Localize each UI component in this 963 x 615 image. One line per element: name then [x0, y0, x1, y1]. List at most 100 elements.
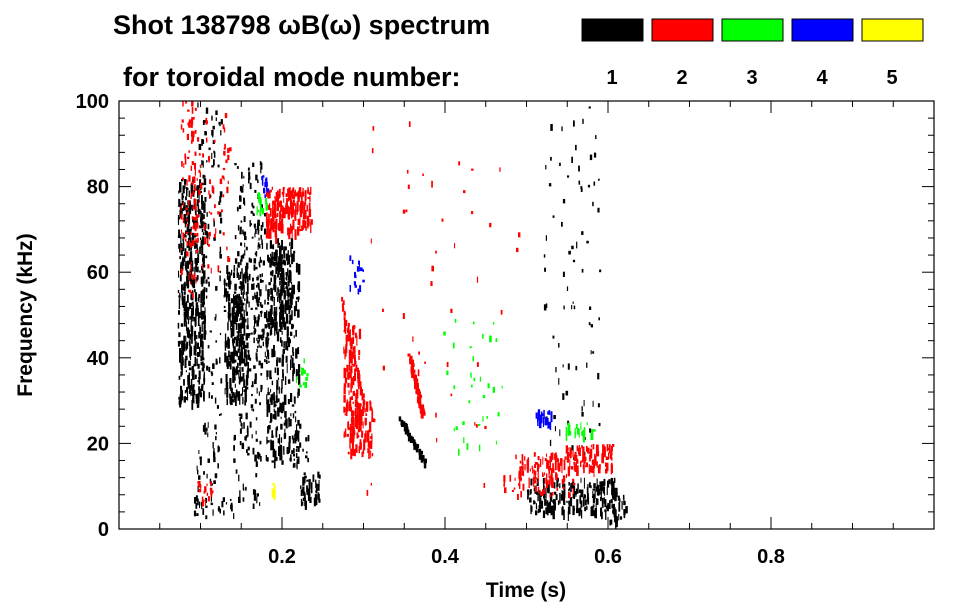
mode-1-speck [239, 490, 241, 498]
mode-2-speck [356, 406, 359, 417]
mode-2-speck [562, 486, 565, 490]
mode-4-speck [265, 187, 268, 191]
mode-1-speck [210, 502, 213, 506]
mode-2-speck [610, 464, 612, 475]
mode-1-speck [261, 338, 264, 341]
mode-2-speck [518, 232, 521, 238]
mode-1-speck [569, 487, 571, 491]
mode-2-speck [350, 448, 353, 460]
mode-1-speck [214, 316, 217, 321]
mode-1-speck [189, 345, 192, 354]
mode-1-speck [230, 320, 233, 327]
mode-2-speck [194, 206, 197, 211]
mode-1-speck [243, 487, 245, 491]
mode-2-speck [569, 459, 571, 469]
mode-3-speck [578, 429, 580, 438]
mode-1-chirp-point [420, 450, 423, 455]
mode-2-speck [355, 393, 358, 403]
mode-2-chirp-point [357, 372, 359, 379]
mode-2-speck [193, 185, 195, 189]
mode-2-speck [441, 218, 444, 222]
mode-1-speck [266, 407, 269, 417]
mode-2-speck [276, 203, 279, 212]
mode-1-speck [258, 314, 260, 320]
mode-1-speck [314, 497, 318, 506]
mode-2-speck [194, 224, 197, 232]
mode-3-speck [261, 208, 264, 215]
chart-subtitle: for toroidal mode number: [123, 62, 461, 92]
mode-1-speck [195, 503, 198, 509]
mode-1-speck [286, 286, 289, 296]
mode-1-speck [255, 352, 258, 360]
mode-1-speck [246, 386, 249, 390]
mode-1-speck [219, 508, 221, 514]
mode-1-speck [252, 212, 255, 216]
mode-1-speck [237, 295, 240, 301]
mode-4-speck [266, 188, 270, 193]
mode-1-speck [287, 399, 290, 405]
mode-1-speck [563, 305, 565, 310]
mode-2-speck [208, 156, 210, 161]
mode-2-speck [568, 492, 571, 499]
mode-2-speck [198, 480, 201, 488]
mode-1-speck [287, 299, 290, 305]
mode-1-speck [269, 420, 272, 424]
mode-1-speck [202, 289, 205, 300]
mode-1-speck [199, 456, 202, 460]
mode-1-speck [255, 298, 257, 303]
mode-1-speck [294, 430, 297, 434]
mode-1-speck [193, 345, 196, 349]
mode-1-speck [614, 495, 616, 501]
mode-2-speck [223, 150, 226, 155]
mode-2-speck [551, 477, 554, 483]
mode-1-speck [194, 189, 196, 194]
mode-2-region-11 [366, 121, 521, 496]
mode-1-speck [244, 236, 247, 241]
mode-1-speck [225, 502, 228, 505]
mode-2-speck [206, 238, 209, 245]
mode-2-speck [226, 246, 228, 251]
mode-1-speck [211, 483, 213, 486]
mode-1-speck [595, 486, 599, 492]
mode-2-speck [365, 401, 369, 412]
mode-1-speck [241, 254, 244, 259]
mode-1-speck [219, 414, 221, 416]
mode-1-speck [258, 344, 260, 348]
mode-1-speck [200, 290, 203, 297]
mode-1-speck [178, 198, 180, 207]
mode-1-speck [246, 342, 249, 349]
mode-2-speck [594, 453, 596, 465]
mode-1-speck [234, 395, 236, 398]
mode-2-chirp-point [411, 363, 415, 367]
mode-4-speck [354, 284, 357, 288]
mode-1-speck [285, 414, 287, 422]
mode-1-speck [314, 494, 318, 499]
mode-2-speck [585, 456, 587, 461]
mode-1-speck [207, 345, 210, 349]
mode-2-speck [275, 218, 278, 229]
mode-4-speck [262, 175, 265, 178]
mode-3-speck [304, 382, 307, 388]
mode-1-speck [204, 230, 207, 236]
mode-1-speck [257, 283, 259, 289]
mode-1-speck [244, 392, 247, 403]
mode-1-speck [188, 340, 191, 346]
mode-2-speck [526, 462, 529, 473]
mode-1-speck [272, 244, 275, 250]
mode-1-speck [553, 415, 556, 420]
mode-1-speck [229, 378, 232, 389]
mode-2-speck [349, 400, 351, 409]
mode-1-speck [218, 506, 220, 512]
mode-2-speck [283, 198, 285, 203]
mode-1-speck [283, 253, 286, 259]
mode-1-speck [291, 450, 294, 454]
mode-1-speck [177, 322, 180, 329]
mode-1-speck [554, 426, 556, 432]
mode-2-speck [192, 206, 195, 209]
mode-1-speck [555, 494, 558, 501]
mode-1-speck [257, 245, 259, 250]
mode-2-speck [548, 467, 550, 475]
mode-1-speck [245, 272, 248, 279]
mode-2-speck [550, 452, 553, 462]
mode-1-speck [280, 337, 282, 343]
